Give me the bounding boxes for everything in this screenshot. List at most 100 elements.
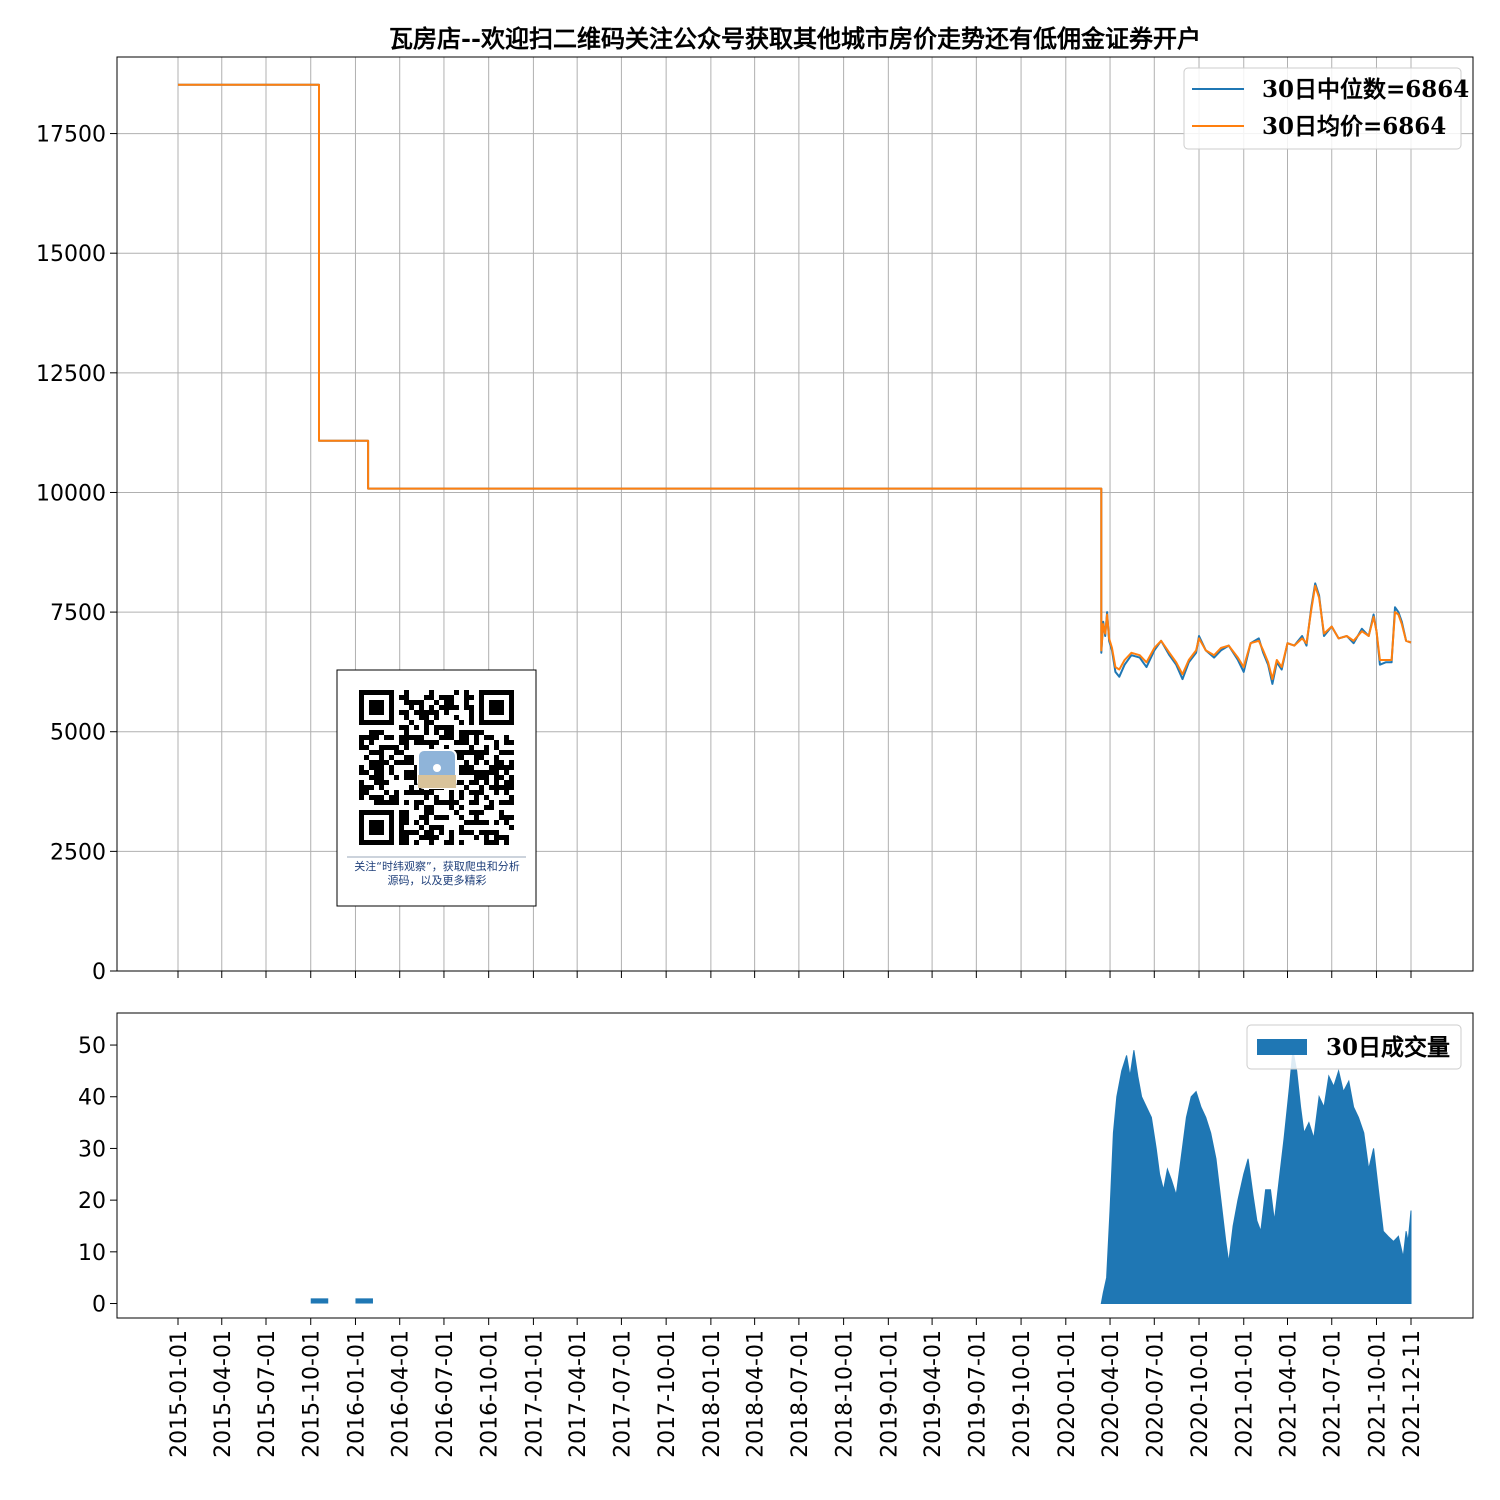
qr-module <box>469 705 474 710</box>
qr-module <box>494 780 499 785</box>
qr-module <box>464 765 469 770</box>
qr-module <box>434 725 439 730</box>
x-tick-label: 2018-01-01 <box>700 1330 725 1458</box>
qr-module <box>389 745 394 750</box>
x-tick-label: 2016-10-01 <box>478 1330 503 1458</box>
qr-module <box>489 785 494 790</box>
qr-module <box>454 740 459 745</box>
qr-module <box>494 740 499 745</box>
qr-module <box>459 720 464 725</box>
qr-module <box>379 800 384 805</box>
qr-module <box>424 810 429 815</box>
qr-module <box>404 790 409 795</box>
qr-module <box>449 790 454 795</box>
qr-module <box>429 745 434 750</box>
qr-module <box>494 790 499 795</box>
qr-module <box>389 765 394 770</box>
qr-module <box>409 770 414 775</box>
qr-module <box>494 770 499 775</box>
volume-x-axis: 2015-01-01 2015-04-01 2015-07-01 2015-10-01… <box>167 1318 1425 1458</box>
qr-module <box>394 745 399 750</box>
qr-module <box>449 795 454 800</box>
qr-module <box>404 820 409 825</box>
qr-module <box>429 805 434 810</box>
qr-module <box>404 745 409 750</box>
qr-module <box>494 820 499 825</box>
qr-module <box>479 750 484 755</box>
qr-module <box>394 800 399 805</box>
qr-module <box>459 790 464 795</box>
volume-y-tick-label: 10 <box>78 1241 106 1266</box>
qr-module <box>464 770 469 775</box>
qr-module <box>489 805 494 810</box>
qr-module <box>469 770 474 775</box>
qr-module <box>474 790 479 795</box>
qr-module <box>419 835 424 840</box>
qr-module <box>444 840 449 845</box>
qr-module <box>364 745 369 750</box>
qr-module <box>484 795 489 800</box>
qr-module <box>434 800 439 805</box>
qr-module <box>394 790 399 795</box>
qr-module <box>509 795 514 800</box>
qr-module <box>469 715 474 720</box>
x-tick-label: 2021-01-01 <box>1233 1330 1258 1458</box>
qr-module <box>504 780 509 785</box>
main-chart-frame <box>116 56 1474 972</box>
qr-module <box>509 780 514 785</box>
qr-module <box>364 785 369 790</box>
qr-module <box>419 740 424 745</box>
qr-module <box>424 740 429 745</box>
qr-module <box>454 800 459 805</box>
qr-module <box>459 750 464 755</box>
qr-module <box>484 840 489 845</box>
qr-module <box>499 810 504 815</box>
qr-module <box>369 785 374 790</box>
volume-y-tick-label: 0 <box>92 1293 106 1318</box>
qr-module <box>429 740 434 745</box>
qr-module <box>404 730 409 735</box>
qr-module <box>364 790 369 795</box>
x-tick-label: 2021-12-11 <box>1400 1330 1425 1458</box>
qr-module <box>434 815 439 820</box>
qr-module <box>469 730 474 735</box>
qr-module <box>449 735 454 740</box>
qr-module <box>409 775 414 780</box>
x-tick-label: 2016-07-01 <box>433 1330 458 1458</box>
qr-module <box>469 800 474 805</box>
qr-module <box>419 710 424 715</box>
x-tick-label: 2018-04-01 <box>744 1330 769 1458</box>
qr-module <box>444 815 449 820</box>
qr-module <box>359 795 364 800</box>
volume-legend-box <box>1246 1024 1462 1070</box>
qr-module <box>399 695 404 700</box>
qr-module <box>404 715 409 720</box>
qr-module <box>429 835 434 840</box>
qr-module <box>484 835 489 840</box>
qr-module <box>449 805 454 810</box>
qr-module <box>504 790 509 795</box>
qr-module <box>474 780 479 785</box>
qr-module <box>434 710 439 715</box>
qr-module <box>469 710 474 715</box>
qr-module <box>369 795 374 800</box>
qr-module <box>499 750 504 755</box>
qr-module <box>369 740 374 745</box>
qr-module <box>469 695 474 700</box>
qr-module <box>409 755 414 760</box>
qr-finder-core <box>369 700 384 715</box>
qr-module <box>474 775 479 780</box>
x-tick-label: 2017-07-01 <box>610 1330 635 1458</box>
qr-module <box>494 745 499 750</box>
qr-module <box>469 745 474 750</box>
qr-module <box>379 785 384 790</box>
main-y-tick-label: 12500 <box>36 362 106 387</box>
qr-module <box>464 760 469 765</box>
qr-module <box>399 750 404 755</box>
qr-caption-line2: 源码，以及更多精彩 <box>388 873 487 887</box>
qr-module <box>429 840 434 845</box>
qr-code: 关注“时纬观察”，获取爬虫和分析 源码，以及更多精彩 <box>336 669 537 907</box>
qr-module <box>464 785 469 790</box>
qr-module <box>484 735 489 740</box>
qr-module <box>479 755 484 760</box>
